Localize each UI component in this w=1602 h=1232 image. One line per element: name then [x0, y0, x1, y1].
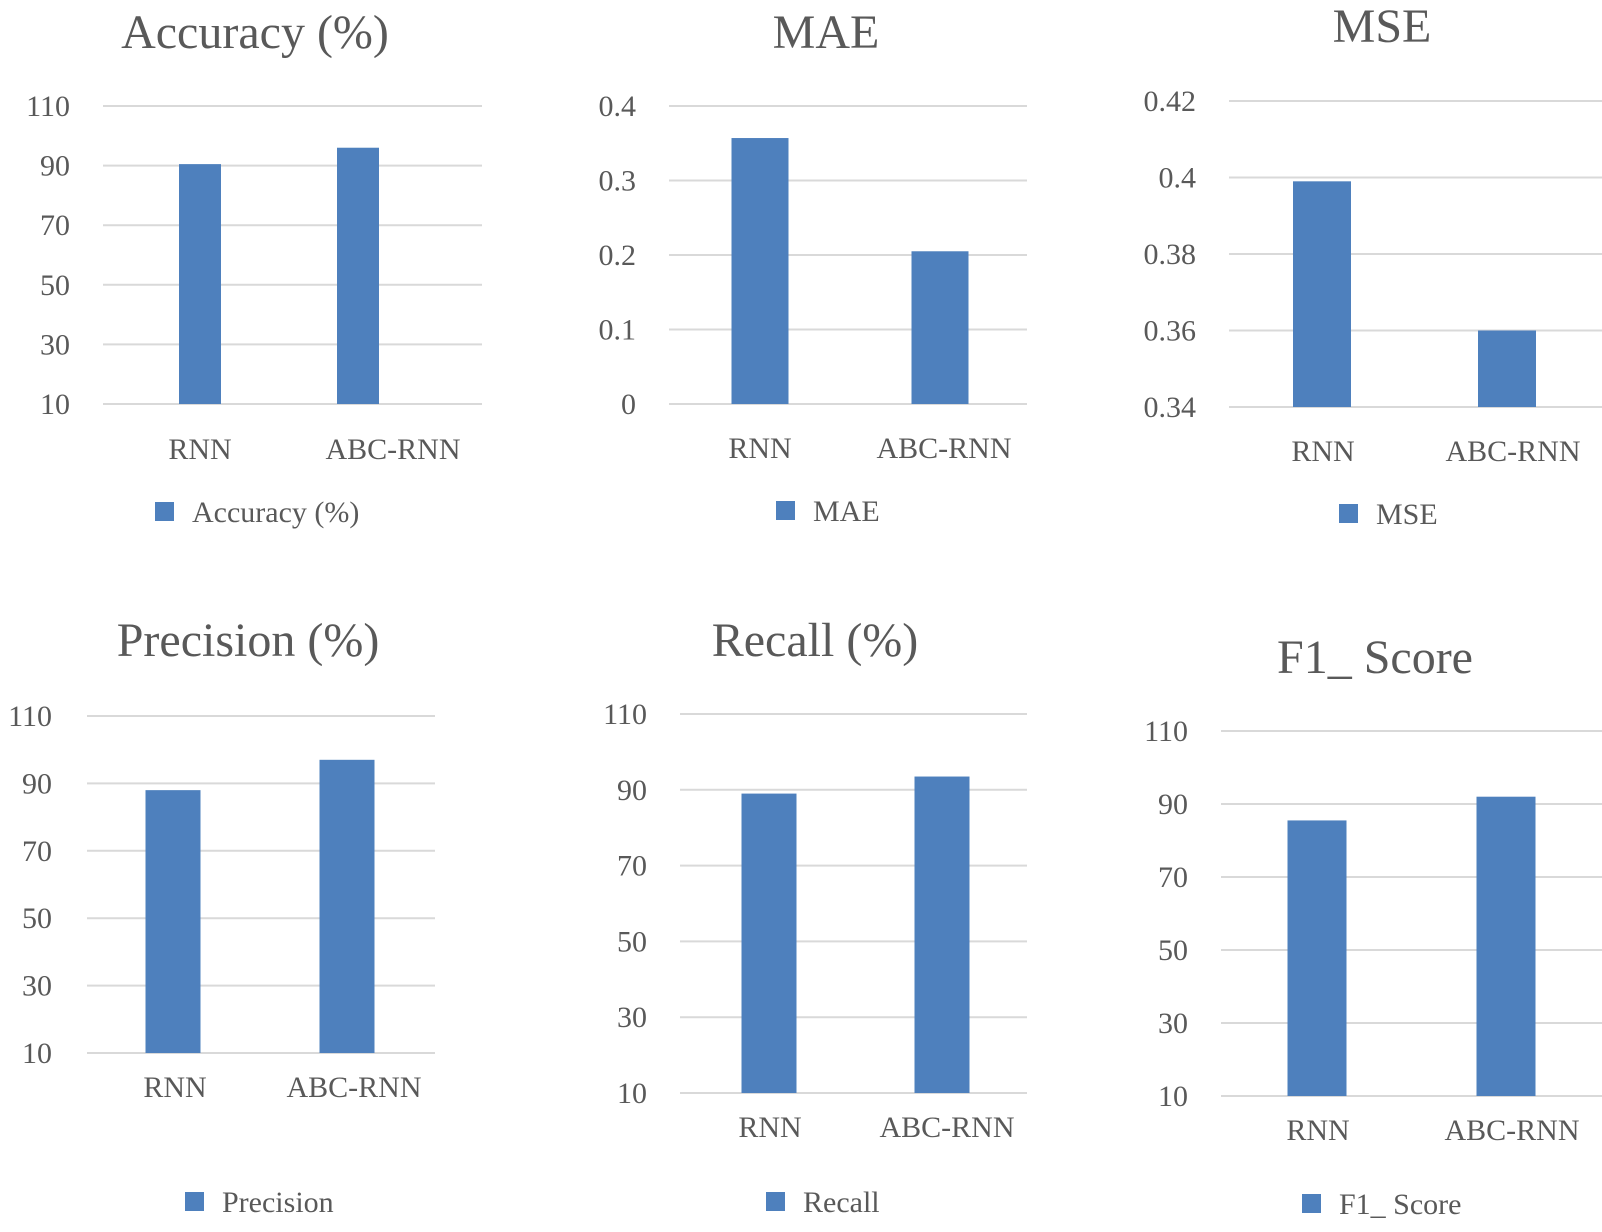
- y-tick-label: 50: [617, 925, 647, 958]
- y-tick-label: 70: [40, 209, 70, 242]
- bar-abc-rnn: [1478, 330, 1536, 407]
- legend-swatch: [185, 1192, 204, 1211]
- x-category-label: RNN: [168, 433, 231, 466]
- chart-panel: MAE 0 0.1 0.2 0.3 0.4 RNN ABC-RNN MAE: [599, 6, 1027, 528]
- y-tick-label: 90: [617, 774, 647, 807]
- y-tick-label: 70: [1158, 861, 1188, 894]
- chart-title: MAE: [773, 6, 880, 59]
- y-tick-label: 0.4: [599, 90, 637, 123]
- x-category-label: RNN: [728, 432, 791, 465]
- bar-rnn: [741, 793, 797, 1093]
- legend-label: MAE: [813, 495, 880, 528]
- y-tick-label: 30: [22, 970, 52, 1003]
- y-tick-label: 50: [22, 902, 52, 935]
- y-tick-label: 30: [40, 328, 70, 361]
- y-tick-label: 0.36: [1144, 315, 1197, 348]
- y-tick-label: 0.42: [1144, 85, 1197, 118]
- chart-title: Accuracy (%): [121, 6, 389, 59]
- y-tick-label: 90: [22, 767, 52, 800]
- y-tick-label: 0.4: [1159, 162, 1197, 195]
- y-tick-label: 50: [1158, 934, 1188, 967]
- chart-title: MSE: [1333, 0, 1432, 53]
- x-category-label: RNN: [143, 1071, 206, 1104]
- legend-label: Precision: [222, 1186, 334, 1219]
- legend-swatch: [1339, 504, 1358, 523]
- bar-rnn: [731, 138, 789, 404]
- legend-swatch: [776, 501, 795, 520]
- chart-panel: Accuracy (%) 10 30 50 70 90 110 RNN ABC-RNN Accur…: [26, 6, 482, 529]
- legend-label: Recall: [803, 1186, 880, 1219]
- bar-abc-rnn: [911, 251, 969, 404]
- y-tick-label: 10: [40, 388, 70, 421]
- bar-abc-rnn: [319, 759, 375, 1053]
- y-tick-label: 0.34: [1144, 391, 1197, 424]
- y-tick-label: 90: [40, 150, 70, 183]
- legend-label: MSE: [1376, 498, 1438, 531]
- x-category-label: ABC-RNN: [325, 433, 460, 466]
- bar-abc-rnn: [337, 147, 379, 404]
- x-category-label: ABC-RNN: [286, 1071, 421, 1104]
- y-tick-label: 110: [26, 90, 70, 123]
- bar-rnn: [1287, 820, 1347, 1096]
- legend-swatch: [1302, 1194, 1321, 1213]
- legend-swatch: [155, 502, 174, 521]
- bar-abc-rnn: [914, 776, 970, 1093]
- y-tick-label: 70: [22, 835, 52, 868]
- legend-label: Accuracy (%): [192, 496, 359, 529]
- x-category-label: ABC-RNN: [1445, 435, 1580, 468]
- bar-abc-rnn: [1476, 796, 1536, 1096]
- y-tick-label: 0: [621, 388, 636, 421]
- legend-label: F1_ Score: [1339, 1188, 1462, 1221]
- y-tick-label: 0.1: [599, 314, 637, 347]
- y-tick-label: 0.38: [1144, 238, 1197, 271]
- y-tick-label: 10: [1158, 1080, 1188, 1113]
- y-tick-label: 10: [617, 1077, 647, 1110]
- y-tick-label: 70: [617, 850, 647, 883]
- y-tick-label: 90: [1158, 788, 1188, 821]
- chart-panel: Precision (%) 10 30 50 70 90 110 RNN ABC-RNN Prec…: [8, 614, 435, 1219]
- x-category-label: RNN: [1291, 435, 1354, 468]
- bar-rnn: [145, 790, 201, 1053]
- x-category-label: ABC-RNN: [876, 432, 1011, 465]
- x-category-label: RNN: [738, 1111, 801, 1144]
- legend-swatch: [766, 1192, 785, 1211]
- y-tick-label: 30: [617, 1001, 647, 1034]
- y-tick-label: 110: [603, 698, 647, 731]
- y-tick-label: 110: [8, 700, 52, 733]
- chart-panel: Recall (%) 10 30 50 70 90 110 RNN ABC-RNN Recall: [603, 614, 1027, 1219]
- x-category-label: ABC-RNN: [1444, 1114, 1579, 1147]
- y-tick-label: 30: [1158, 1007, 1188, 1040]
- y-tick-label: 0.2: [599, 239, 637, 272]
- bar-rnn: [1293, 181, 1351, 407]
- y-tick-label: 110: [1144, 715, 1188, 748]
- bar-rnn: [179, 164, 221, 404]
- chart-title: F1_ Score: [1277, 631, 1473, 684]
- chart-title: Precision (%): [117, 614, 380, 667]
- x-category-label: RNN: [1286, 1114, 1349, 1147]
- y-tick-label: 50: [40, 269, 70, 302]
- y-tick-label: 0.3: [599, 165, 637, 198]
- y-tick-label: 10: [22, 1037, 52, 1070]
- x-category-label: ABC-RNN: [879, 1111, 1014, 1144]
- chart-title: Recall (%): [712, 614, 919, 667]
- chart-panel: F1_ Score 10 30 50 70 90 110 RNN ABC-RNN F1_ Scor…: [1144, 631, 1602, 1221]
